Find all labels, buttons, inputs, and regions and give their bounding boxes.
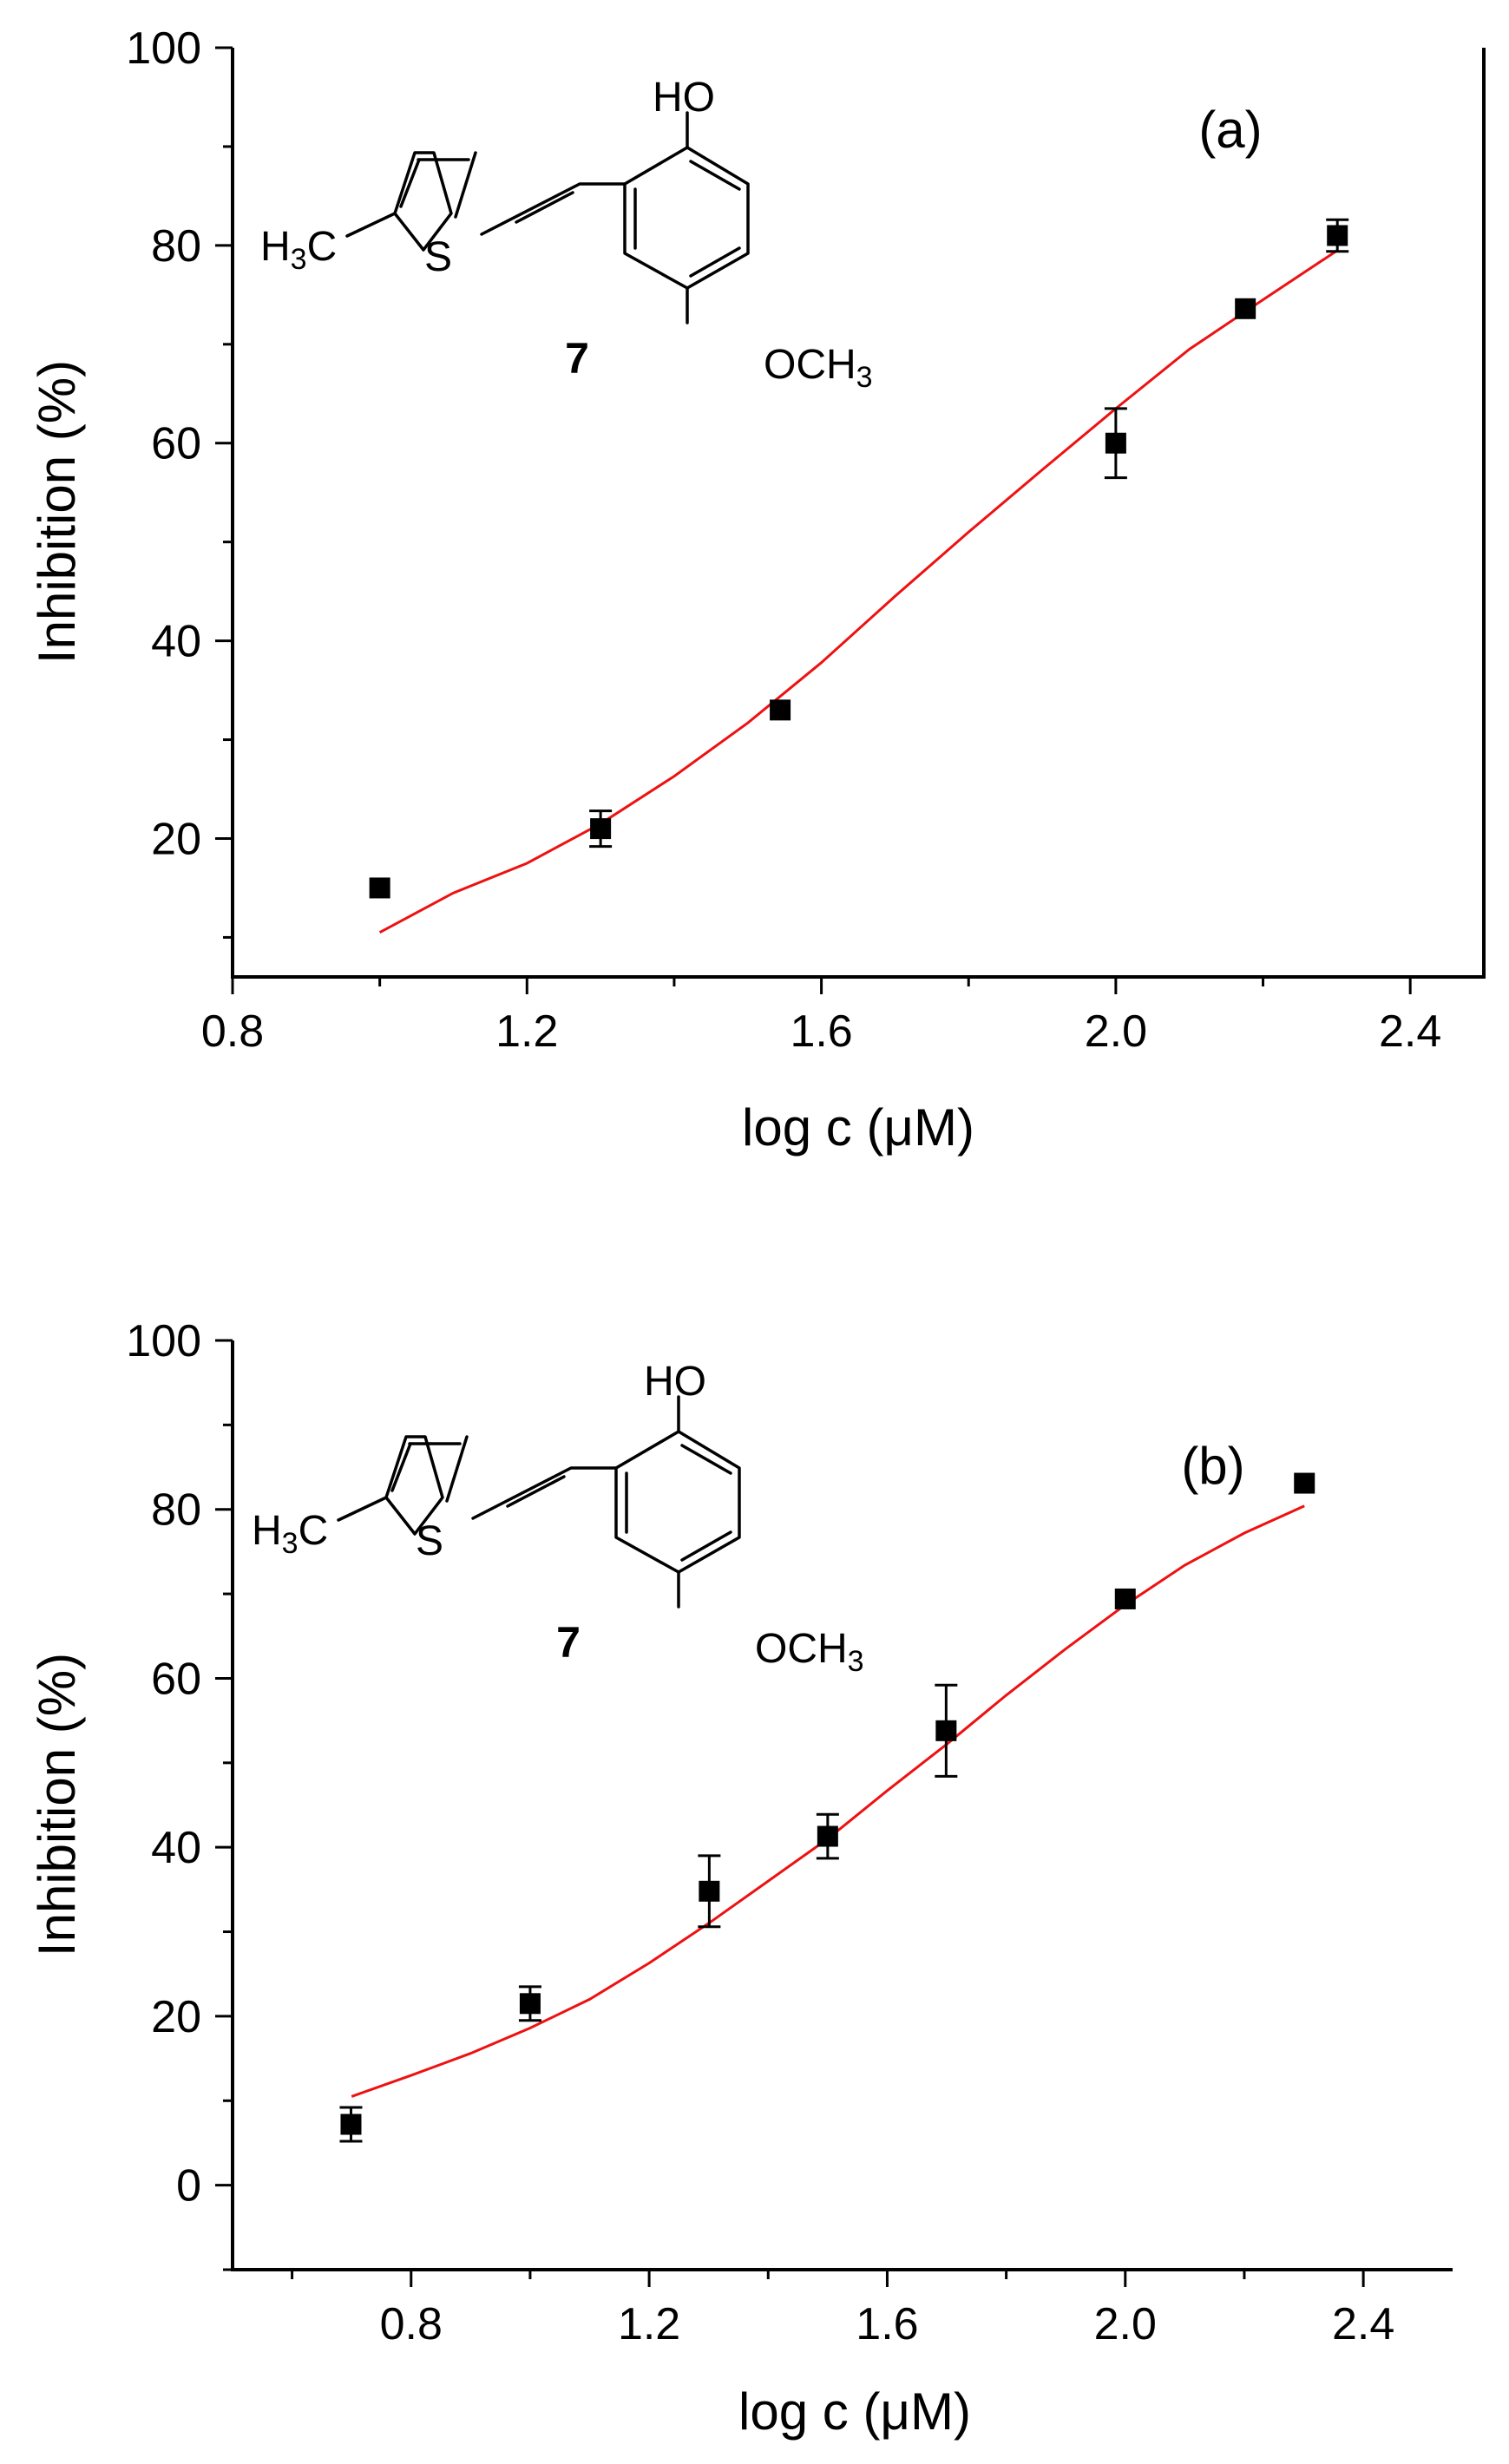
panel-a-y-tick-label: 60 bbox=[151, 419, 201, 469]
panel-b-label: (b) bbox=[1181, 1437, 1244, 1495]
panel-a-x-tick-label: 1.6 bbox=[790, 1006, 852, 1057]
panel-b-data-points bbox=[339, 1472, 1315, 2143]
panel-a-data-point bbox=[1235, 298, 1256, 319]
panel-a-fit-curve bbox=[378, 249, 1339, 934]
panel-b-y-axis-label: Inhibition (%) bbox=[28, 1653, 86, 1956]
panel-b-x-tick-label: 1.2 bbox=[618, 2299, 680, 2349]
panel-a-data-point bbox=[770, 699, 791, 721]
panel-b-x-tick-label: 0.8 bbox=[380, 2299, 443, 2349]
panel-a-plot-frame bbox=[231, 48, 1486, 979]
panel-b-data-point bbox=[817, 1825, 838, 1847]
panel-b-data-point bbox=[340, 2113, 362, 2135]
panel-b-data-point bbox=[699, 1880, 720, 1902]
panel-a-tick-labels: 0.8 1.2 1.6 2.0 2.4 20 40 60 80 100 bbox=[126, 23, 1441, 1057]
panel-b-compound-number: 7 bbox=[556, 1618, 581, 1667]
panel-a-x-tick-label: 2.4 bbox=[1379, 1006, 1441, 1057]
panel-b-data-point bbox=[935, 1720, 957, 1741]
panel-b-tick-labels: 0.8 1.2 1.6 2.0 2.4 0 20 40 60 80 100 bbox=[126, 1316, 1394, 2349]
panel-b-plot-frame bbox=[231, 1340, 1453, 2271]
panel-a-y-axis-label: Inhibition (%) bbox=[28, 360, 86, 664]
panel-b-methyl-label: H3C bbox=[252, 1508, 328, 1560]
panel-a-y-tick-label: 80 bbox=[151, 221, 201, 272]
panel-a-methyl-label: H3C bbox=[260, 224, 337, 276]
panel-b-y-tick-label: 0 bbox=[176, 2161, 201, 2212]
panel-b-chemical-structure: H3C S HO OCH3 7 bbox=[252, 1359, 864, 1678]
panel-a-x-tick-label: 0.8 bbox=[201, 1006, 264, 1057]
panel-b-x-tick-label: 2.4 bbox=[1332, 2299, 1394, 2349]
panel-a-x-tick-label: 1.2 bbox=[495, 1006, 558, 1057]
panel-b-x-tick-label: 1.6 bbox=[856, 2299, 918, 2349]
panel-b-sulfur-label: S bbox=[416, 1518, 443, 1564]
panel-a-data-point bbox=[1105, 432, 1126, 454]
panel-a-data-point bbox=[590, 818, 612, 840]
panel-a-y-tick-label: 100 bbox=[126, 23, 201, 74]
panel-b-data-point bbox=[1114, 1588, 1136, 1609]
panel-b-y-tick-label: 40 bbox=[151, 1823, 201, 1873]
panel-a-x-tick-label: 2.0 bbox=[1085, 1006, 1147, 1057]
panel-a-compound-number: 7 bbox=[565, 334, 589, 383]
panel-b-y-tick-label: 100 bbox=[126, 1316, 201, 1366]
panel-a-chemical-structure: H3C S HO OCH3 7 bbox=[260, 75, 873, 394]
panel-b-x-tick-label: 2.0 bbox=[1094, 2299, 1157, 2349]
panel-a-data-point bbox=[369, 877, 390, 899]
panel-a-data-point bbox=[1327, 225, 1348, 246]
panel-b: 0.8 1.2 1.6 2.0 2.4 0 20 40 60 80 100 log c (μM) I… bbox=[28, 1316, 1453, 2441]
panel-a-sulfur-label: S bbox=[424, 234, 452, 280]
panel-b-methoxy-label: OCH3 bbox=[755, 1626, 864, 1678]
panel-b-y-tick-label: 80 bbox=[151, 1485, 201, 1536]
panel-b-y-tick-label: 20 bbox=[151, 1992, 201, 2042]
panel-b-data-point bbox=[519, 1993, 541, 2015]
panel-b-data-point bbox=[1294, 1472, 1315, 1494]
panel-a: 0.8 1.2 1.6 2.0 2.4 20 40 60 80 100 log c (μM) In… bbox=[28, 23, 1486, 1157]
panel-b-hydroxyl-label: HO bbox=[644, 1359, 706, 1405]
panel-a-y-tick-label: 40 bbox=[151, 617, 201, 667]
panel-a-x-axis-label: log c (μM) bbox=[742, 1098, 974, 1157]
panel-a-hydroxyl-label: HO bbox=[653, 75, 715, 121]
panel-a-label: (a) bbox=[1198, 101, 1262, 159]
panel-a-methoxy-label: OCH3 bbox=[764, 342, 873, 394]
panel-b-y-tick-label: 60 bbox=[151, 1654, 201, 1704]
panel-a-y-tick-label: 20 bbox=[151, 814, 201, 864]
panel-b-x-axis-label: log c (μM) bbox=[738, 2382, 971, 2441]
panel-a-data-points bbox=[369, 218, 1349, 899]
